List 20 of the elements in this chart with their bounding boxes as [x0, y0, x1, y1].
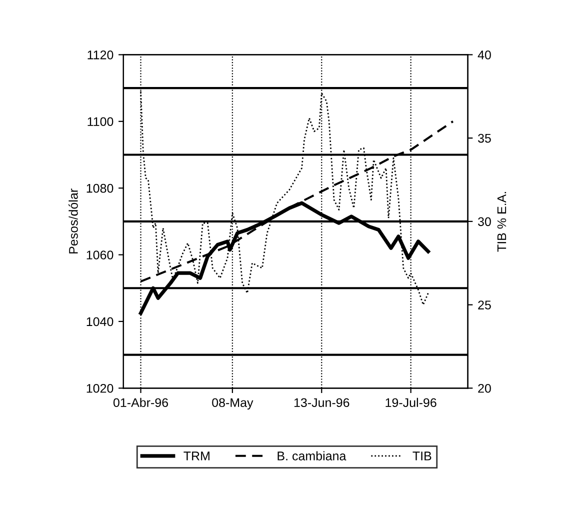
y-tick-label: 1020 — [86, 384, 114, 393]
y2-tick-label: 30 — [478, 217, 491, 226]
y2-tick-label: 40 — [478, 50, 491, 60]
legend-label: TRM — [184, 452, 210, 460]
y2-axis-title: TIB % E.A. — [497, 192, 506, 252]
y-tick-label: 1080 — [86, 184, 114, 193]
y2-tick-label: 20 — [478, 384, 491, 393]
y-tick-label: 1100 — [88, 117, 114, 126]
y-tick-label: 1120 — [88, 50, 114, 60]
y-tick-label: 1060 — [86, 250, 114, 260]
y-axis-title: Pesos/dólar — [68, 188, 78, 254]
legend-label: B. cambiana — [278, 451, 346, 460]
y-tick-label: 1040 — [86, 317, 114, 326]
y2-tick-label: 25 — [478, 300, 491, 310]
x-tick-label: 19-Jul-96 — [386, 398, 436, 408]
x-tick-label: 01-Abr-96 — [113, 398, 168, 408]
x-tick-label: 13-Jun-96 — [294, 398, 350, 408]
x-tick-label: 08-May — [212, 398, 254, 410]
legend-label: TIB — [412, 452, 432, 460]
y2-tick-label: 35 — [478, 134, 491, 143]
